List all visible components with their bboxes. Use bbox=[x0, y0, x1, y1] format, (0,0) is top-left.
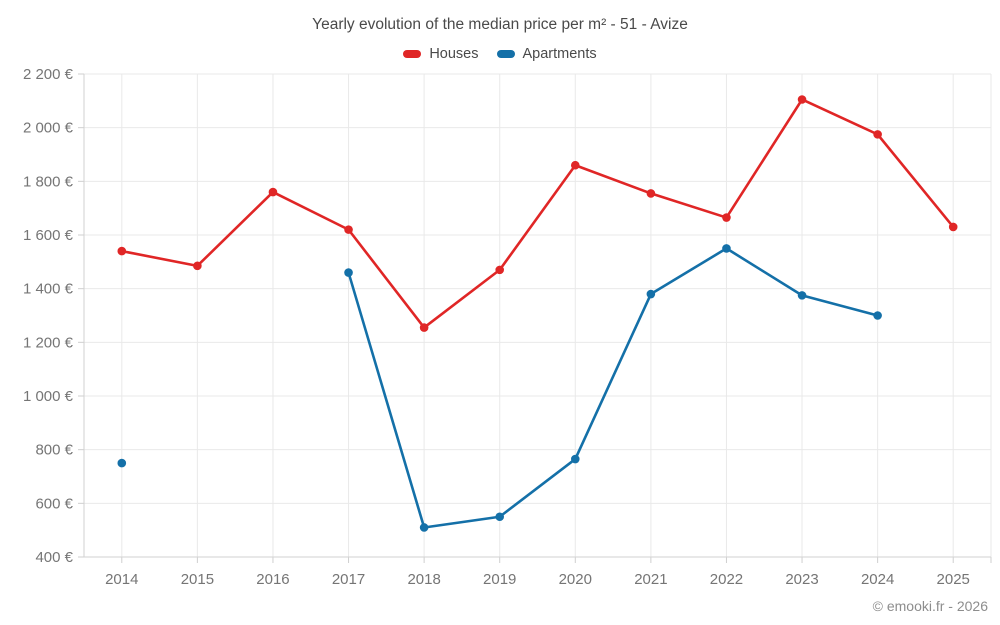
apartments-point-2017[interactable] bbox=[344, 268, 353, 277]
x-axis-label: 2017 bbox=[332, 571, 365, 588]
x-axis-label: 2020 bbox=[559, 571, 592, 588]
chart-legend: Houses Apartments bbox=[0, 46, 1000, 62]
houses-point-2019[interactable] bbox=[495, 265, 505, 275]
houses-point-2017[interactable] bbox=[344, 225, 353, 234]
apartments-legend-label: Apartments bbox=[522, 46, 597, 62]
x-axis-label: 2025 bbox=[937, 571, 970, 588]
legend-item-houses[interactable]: Houses bbox=[403, 46, 479, 62]
houses-point-2020[interactable] bbox=[570, 160, 580, 170]
x-axis-label: 2023 bbox=[785, 571, 818, 588]
houses-legend-label: Houses bbox=[429, 46, 479, 62]
x-axis-label: 2024 bbox=[861, 571, 894, 588]
houses-point-2018[interactable] bbox=[419, 323, 429, 332]
apartments-point-2019[interactable] bbox=[495, 512, 505, 522]
y-axis-label: 1 200 € bbox=[23, 334, 74, 351]
houses-series-line bbox=[120, 98, 955, 329]
y-axis-label: 1 400 € bbox=[23, 281, 74, 298]
apartments-point-2014[interactable] bbox=[117, 458, 127, 468]
copyright-watermark: © emooki.fr - 2026 bbox=[872, 598, 988, 614]
x-axis-label: 2022 bbox=[710, 571, 743, 588]
x-axis-label: 2018 bbox=[407, 571, 440, 588]
y-axis-label: 2 200 € bbox=[23, 66, 74, 83]
apartments-point-2020[interactable] bbox=[570, 454, 580, 464]
houses-point-2021[interactable] bbox=[646, 189, 656, 198]
x-axis-label: 2019 bbox=[483, 571, 516, 588]
apartments-point-2024[interactable] bbox=[873, 311, 882, 320]
y-axis-label: 600 € bbox=[35, 495, 73, 512]
apartments-point-2021[interactable] bbox=[646, 289, 656, 299]
x-axis-label: 2016 bbox=[256, 571, 289, 588]
houses-point-2015[interactable] bbox=[193, 261, 202, 271]
y-axis-label: 1 600 € bbox=[23, 227, 74, 244]
y-axis-label: 800 € bbox=[35, 442, 73, 459]
houses-point-2014[interactable] bbox=[117, 246, 127, 256]
legend-item-apartments[interactable]: Apartments bbox=[496, 46, 597, 62]
apartments-series-line bbox=[347, 247, 879, 529]
houses-point-2025[interactable] bbox=[948, 222, 958, 232]
houses-point-2024[interactable] bbox=[873, 130, 882, 139]
x-axis-label: 2021 bbox=[634, 571, 667, 588]
y-axis-label: 1 000 € bbox=[23, 388, 74, 405]
houses-point-2016[interactable] bbox=[268, 187, 278, 197]
y-axis-label: 2 000 € bbox=[23, 120, 74, 137]
x-axis-label: 2015 bbox=[181, 571, 214, 588]
apartments-point-2018[interactable] bbox=[419, 523, 429, 532]
y-axis-label: 400 € bbox=[35, 549, 73, 566]
houses-legend-swatch-icon bbox=[403, 50, 422, 58]
houses-point-2022[interactable] bbox=[722, 213, 731, 222]
apartments-point-2023[interactable] bbox=[797, 291, 807, 300]
apartments-legend-swatch-icon bbox=[496, 50, 515, 58]
y-axis-label: 1 800 € bbox=[23, 173, 74, 190]
x-axis-label: 2014 bbox=[105, 571, 138, 588]
apartments-point-2022[interactable] bbox=[722, 244, 731, 253]
houses-point-2023[interactable] bbox=[797, 95, 807, 104]
chart-title: Yearly evolution of the median price per… bbox=[312, 16, 688, 33]
